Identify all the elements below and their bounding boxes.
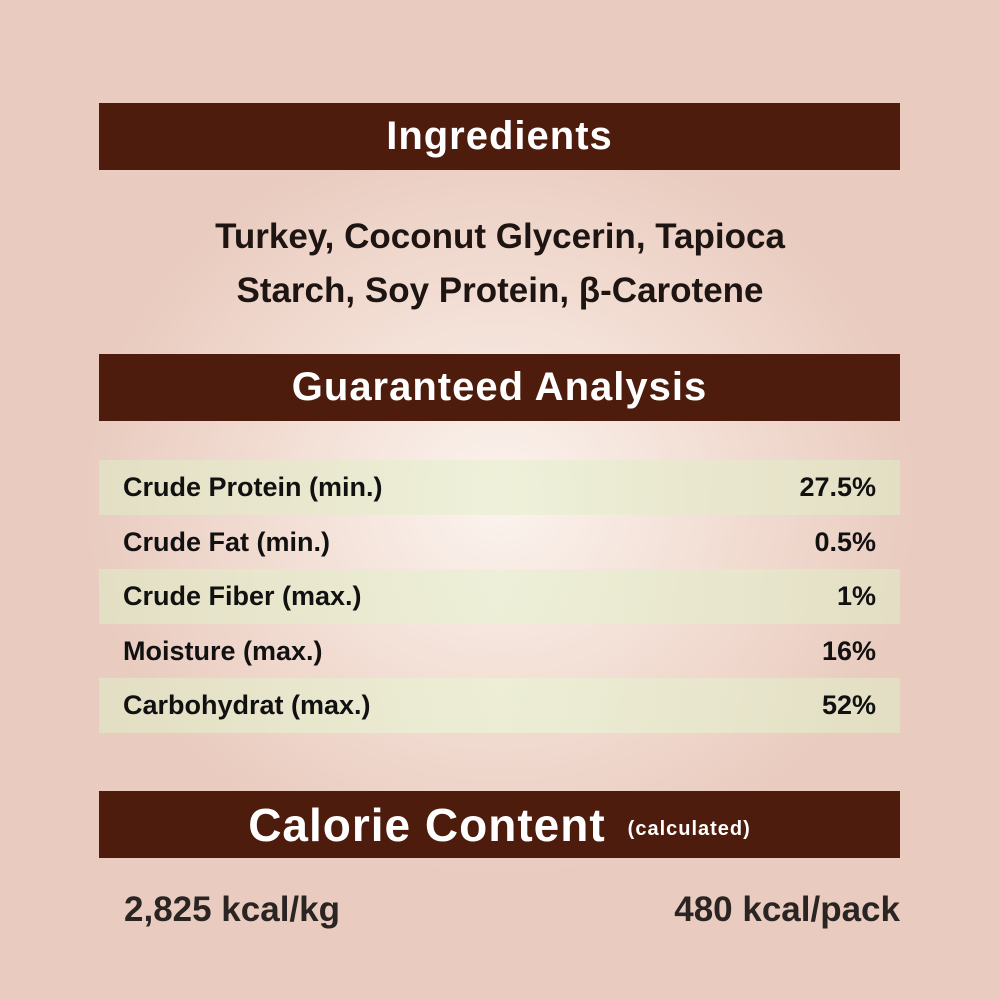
- ingredients-line-2: Starch, Soy Protein, β-Carotene: [236, 271, 764, 310]
- analysis-row: Carbohydrat (max.) 52%: [99, 678, 900, 733]
- analysis-row: Crude Protein (min.) 27.5%: [99, 460, 900, 515]
- analysis-value: 1%: [836, 581, 876, 611]
- calorie-note: (calculated): [627, 818, 751, 840]
- calorie-per-pack: 480 kcal/pack: [674, 890, 900, 929]
- calorie-per-kg: 2,825 kcal/kg: [124, 890, 340, 929]
- analysis-row: Crude Fiber (max.) 1%: [99, 569, 900, 624]
- ingredients-heading-text: Ingredients: [386, 114, 613, 158]
- analysis-label: Crude Protein (min.): [123, 472, 383, 502]
- analysis-value: 0.5%: [814, 527, 876, 557]
- calorie-heading-text: Calorie Content: [248, 798, 606, 851]
- analysis-value: 27.5%: [799, 472, 876, 502]
- analysis-heading: Guaranteed Analysis: [99, 354, 900, 421]
- analysis-label: Carbohydrat (max.): [123, 690, 371, 720]
- calorie-heading: Calorie Content (calculated): [99, 791, 900, 858]
- analysis-label: Crude Fat (min.): [123, 527, 330, 557]
- analysis-value: 16%: [821, 636, 876, 666]
- analysis-value: 52%: [821, 690, 876, 720]
- ingredients-heading: Ingredients: [99, 103, 900, 170]
- analysis-row: Crude Fat (min.) 0.5%: [99, 515, 900, 570]
- analysis-label: Moisture (max.): [123, 636, 323, 666]
- analysis-row: Moisture (max.) 16%: [99, 624, 900, 679]
- analysis-heading-text: Guaranteed Analysis: [291, 365, 708, 409]
- analysis-label: Crude Fiber (max.): [123, 581, 362, 611]
- ingredients-line-1: Turkey, Coconut Glycerin, Tapioca: [215, 217, 785, 256]
